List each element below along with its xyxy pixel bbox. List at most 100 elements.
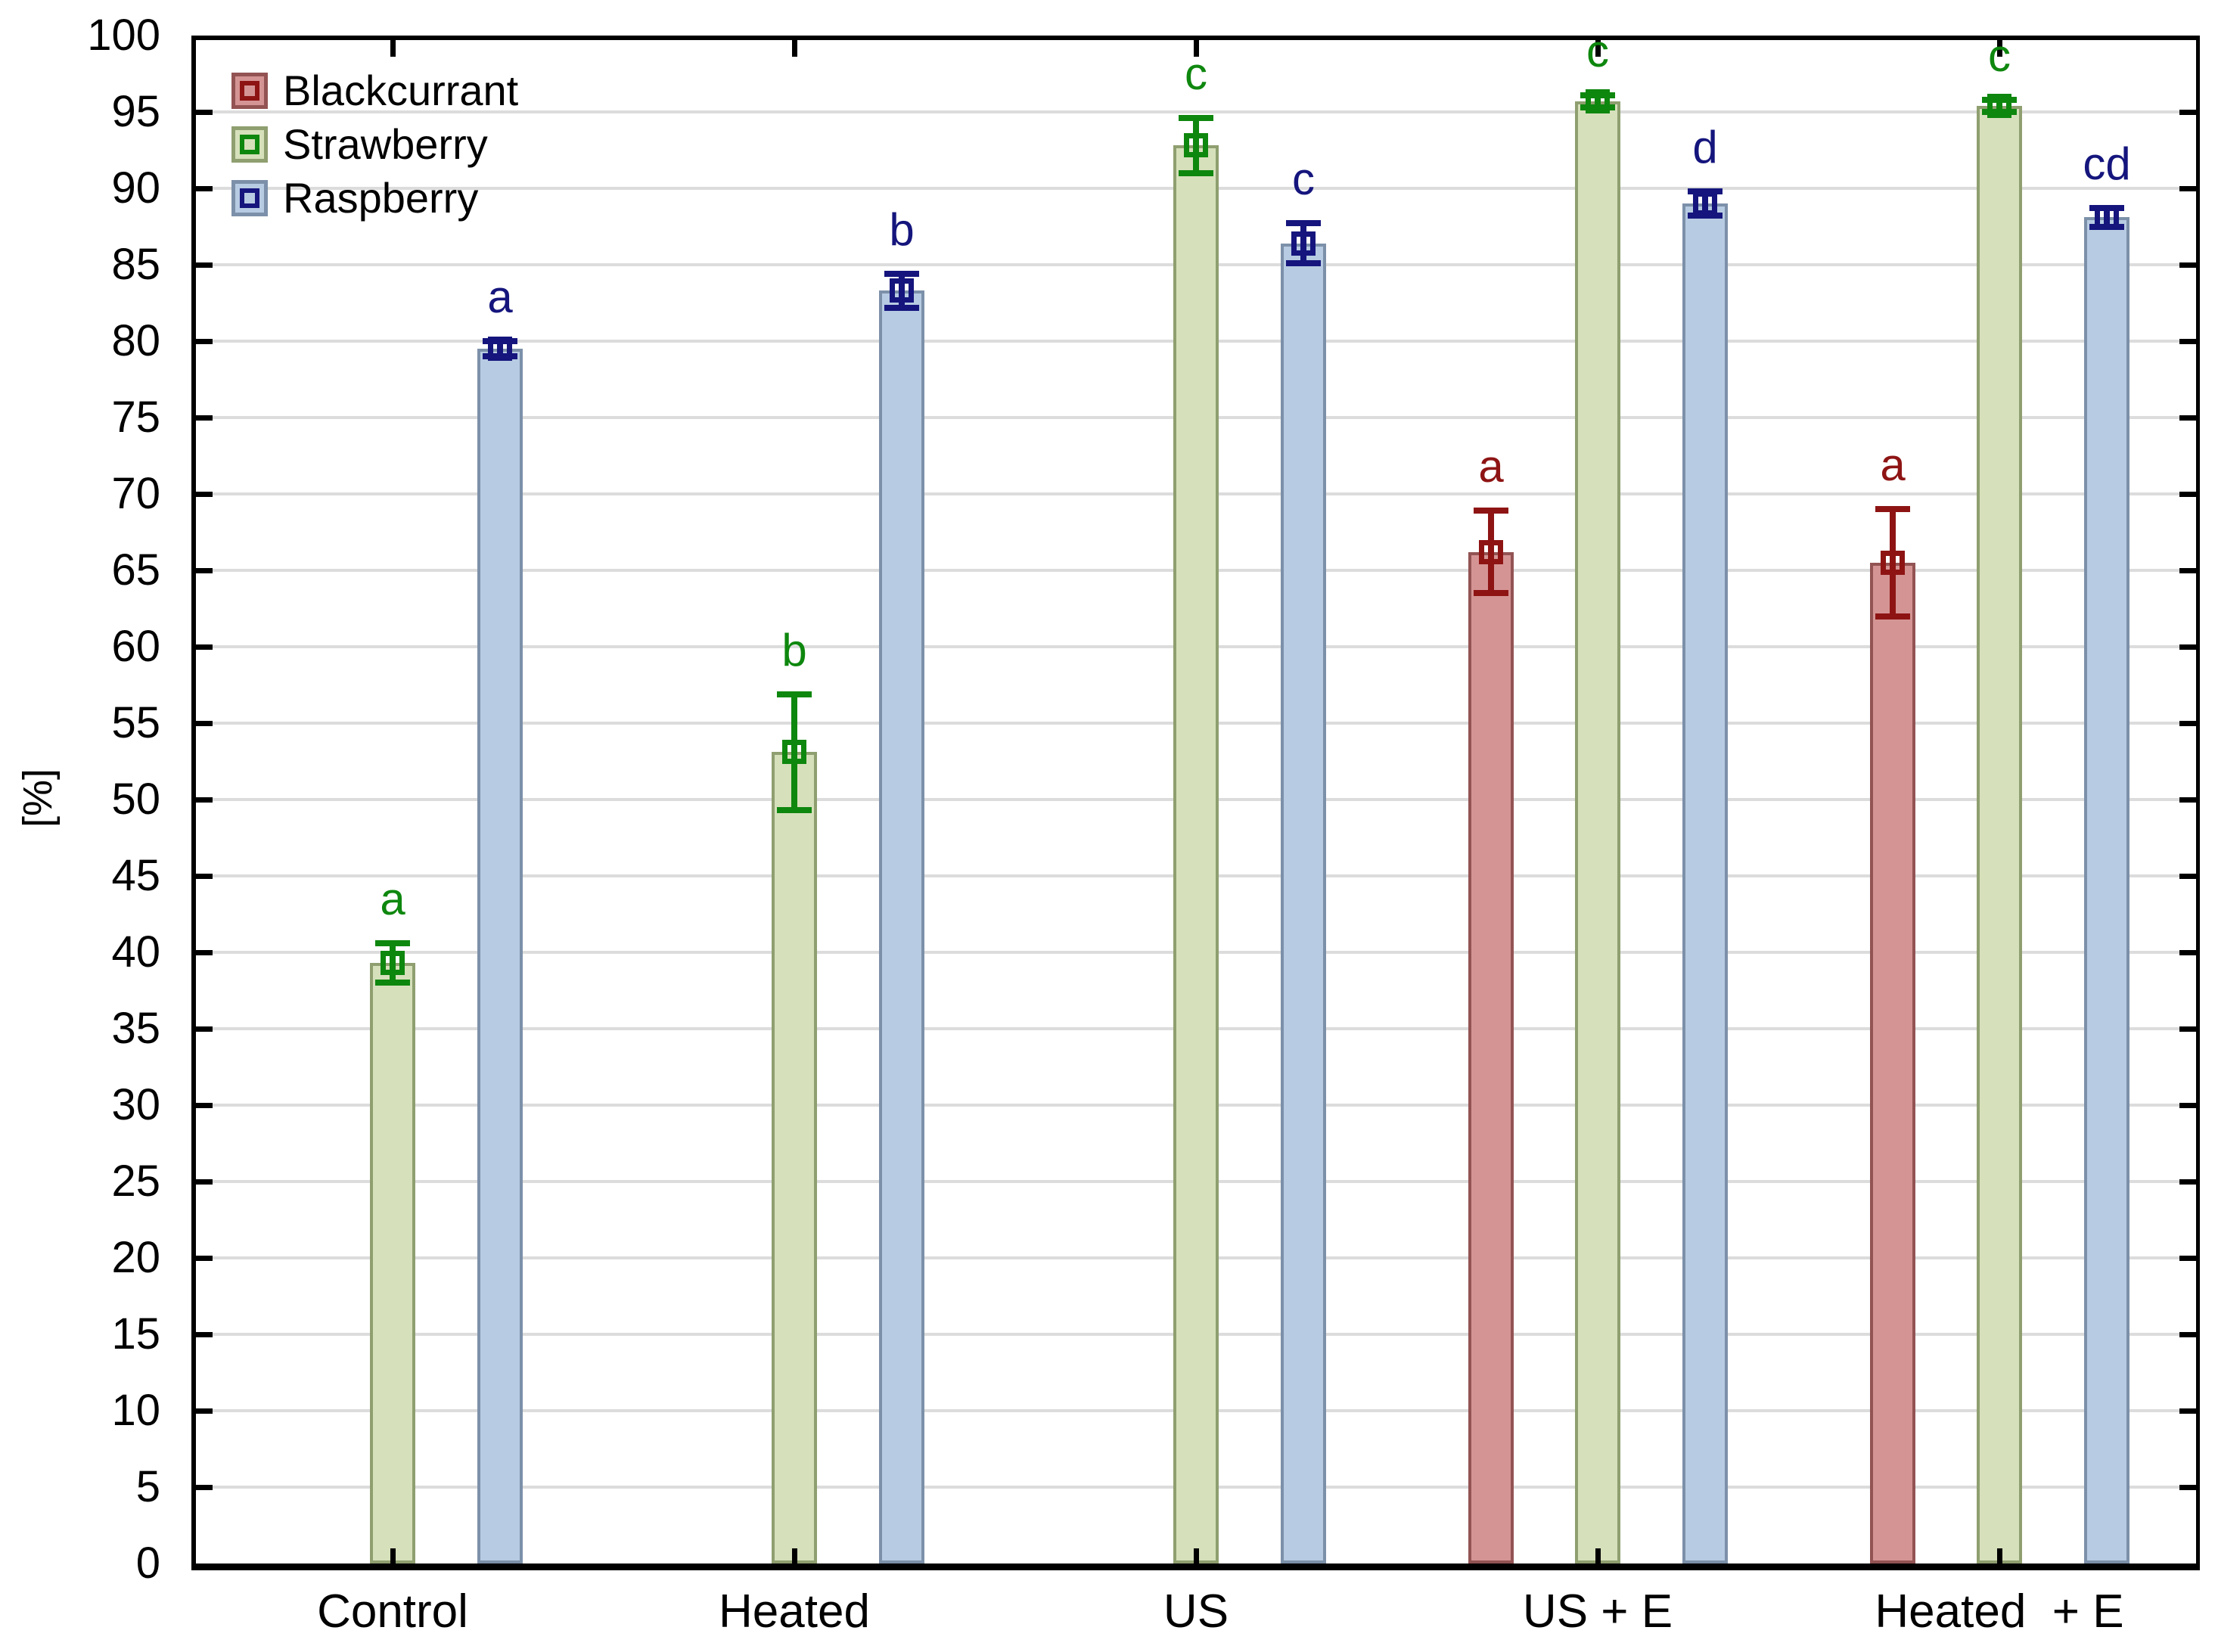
y-tick-right [2179,110,2196,115]
x-tick-label: Control [317,1585,468,1638]
significance-letter: c [1185,48,1207,99]
error-bar-line [1702,191,1708,216]
y-tick-left [196,1485,213,1490]
y-tick-left [196,1026,213,1032]
error-bar-marker [1184,133,1208,157]
blackcurrant-marker-icon [240,81,259,101]
y-tick-left [196,339,213,344]
y-tick-label: 70 [111,469,160,518]
y-tick-label: 20 [111,1233,160,1282]
y-tick-label: 95 [111,87,160,136]
bar-strawberry-1 [772,752,817,1564]
gridline [196,110,2196,113]
significance-letter: cd [2083,138,2131,189]
raspberry-marker-icon [240,188,259,208]
legend-label: Raspberry [283,174,479,222]
y-tick-right [2179,950,2196,955]
error-bar-cap-top [884,271,919,277]
error-bar-marker [782,740,806,764]
error-bar-marker [488,337,512,361]
y-axis-title: [%] [15,768,61,828]
y-tick-right [2179,1103,2196,1108]
error-bar-cap-bottom [1875,613,1910,620]
significance-letter: a [1880,439,1906,490]
x-tick-label: US [1163,1585,1229,1638]
x-tick-label: US + E [1522,1585,1673,1638]
y-tick-left [196,1179,213,1185]
plot-frame [191,36,2200,1570]
y-tick-left [196,1256,213,1261]
y-tick-left [196,950,213,955]
significance-letter: c [1292,154,1315,204]
y-tick-label: 35 [111,1004,160,1053]
x-tick-top [1997,40,2002,57]
y-tick-label: 85 [111,240,160,289]
error-bar-line [390,943,396,983]
significance-letter: d [1692,122,1718,172]
strawberry-marker-icon [240,135,259,154]
y-tick-right [2179,1485,2196,1490]
x-tick-top [792,40,797,57]
y-tick-label: 15 [111,1309,160,1359]
bar-raspberry-2 [1281,244,1326,1564]
x-tick-top [390,40,396,57]
bar-blackcurrant-3 [1468,552,1514,1564]
error-bar-line [2104,208,2110,226]
legend-item-strawberry: Strawberry [231,123,518,166]
error-bar-marker [381,951,405,975]
bar-raspberry-4 [2084,217,2129,1564]
error-bar-cap-bottom [375,980,410,986]
legend-label: Blackcurrant [283,67,519,114]
error-bar-cap-top [375,940,410,946]
y-tick-label: 90 [111,163,160,213]
y-tick-left [196,415,213,421]
y-tick-right [2179,721,2196,726]
x-tick-top [1194,40,1199,57]
error-bar-line [497,341,503,356]
error-bar-line [1996,100,2002,112]
x-tick-bottom [1595,1548,1601,1565]
y-tick-right [2179,1026,2196,1032]
blackcurrant-swatch-icon [231,73,268,109]
y-tick-label: 50 [111,775,160,824]
significance-letter: c [1988,30,2011,81]
x-tick-bottom [1997,1548,2002,1565]
legend-item-raspberry: Raspberry [231,174,518,222]
error-bar-marker [890,278,914,303]
strawberry-swatch-icon [231,126,268,163]
error-bar-line [1488,511,1494,593]
significance-letter: b [889,204,915,255]
raspberry-swatch-icon [231,180,268,216]
error-bar-line [1890,509,1896,616]
y-tick-right [2179,644,2196,650]
x-tick-label: Heated + E [1875,1585,2124,1638]
error-bar-cap-top [1580,92,1615,98]
error-bar-marker [1291,231,1316,256]
bar-raspberry-3 [1682,203,1728,1564]
y-tick-right [2179,415,2196,421]
error-bar-line [791,694,797,811]
error-bar-marker [1479,540,1503,564]
error-bar-marker [1586,89,1610,113]
y-tick-label: 40 [111,927,160,977]
y-tick-right [2179,1256,2196,1261]
error-bar-cap-top [1179,115,1213,121]
y-tick-label: 75 [111,393,160,442]
y-tick-left [196,1332,213,1337]
bar-strawberry-2 [1173,145,1219,1564]
x-tick-bottom [1194,1548,1199,1565]
y-tick-right [2179,339,2196,344]
error-bar-cap-bottom [1580,104,1615,110]
legend: Blackcurrant Strawberry Raspberry [231,67,519,234]
y-tick-right [2179,1179,2196,1185]
y-tick-label: 10 [111,1386,160,1435]
y-tick-right [2179,262,2196,268]
x-tick-top [1595,40,1601,57]
x-tick-label: Heated [719,1585,870,1638]
y-tick-label: 45 [111,851,160,900]
y-tick-label: 30 [111,1080,160,1129]
y-tick-label: 0 [135,1539,160,1588]
significance-letter: c [1586,26,1609,76]
y-tick-left [196,874,213,879]
